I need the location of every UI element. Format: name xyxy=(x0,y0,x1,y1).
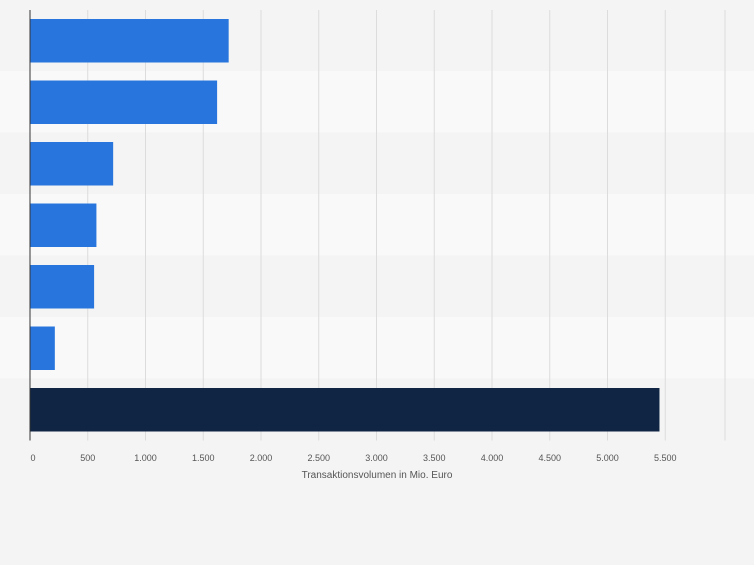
bar[interactable] xyxy=(30,142,114,186)
x-axis-label: Transaktionsvolumen in Mio. Euro xyxy=(302,470,453,481)
x-tick-label: 5.000 xyxy=(596,453,619,463)
bars xyxy=(30,19,660,432)
bar[interactable] xyxy=(30,203,97,248)
bar[interactable] xyxy=(30,19,229,63)
bar[interactable] xyxy=(30,326,55,371)
x-tick-label: 2.000 xyxy=(250,453,273,463)
x-tick-label: 2.500 xyxy=(307,453,330,463)
x-tick-labels: 0 500 1.000 1.500 2.000 2.500 3.000 3.500 4.000 4… xyxy=(30,453,676,463)
x-tick-label: 4.000 xyxy=(481,453,504,463)
x-tick-label: 5.500 xyxy=(654,453,677,463)
bar[interactable] xyxy=(30,80,218,125)
x-tick-label: 4.500 xyxy=(538,453,561,463)
x-tick-label: 1.500 xyxy=(192,453,215,463)
x-tick-label: 500 xyxy=(80,453,95,463)
bar[interactable] xyxy=(30,265,95,309)
bar[interactable] xyxy=(30,388,660,432)
x-tick-label: 1.000 xyxy=(134,453,157,463)
x-tick-label: 3.500 xyxy=(423,453,446,463)
x-tick-label: 0 xyxy=(30,453,35,463)
x-tick-label: 3.000 xyxy=(365,453,388,463)
